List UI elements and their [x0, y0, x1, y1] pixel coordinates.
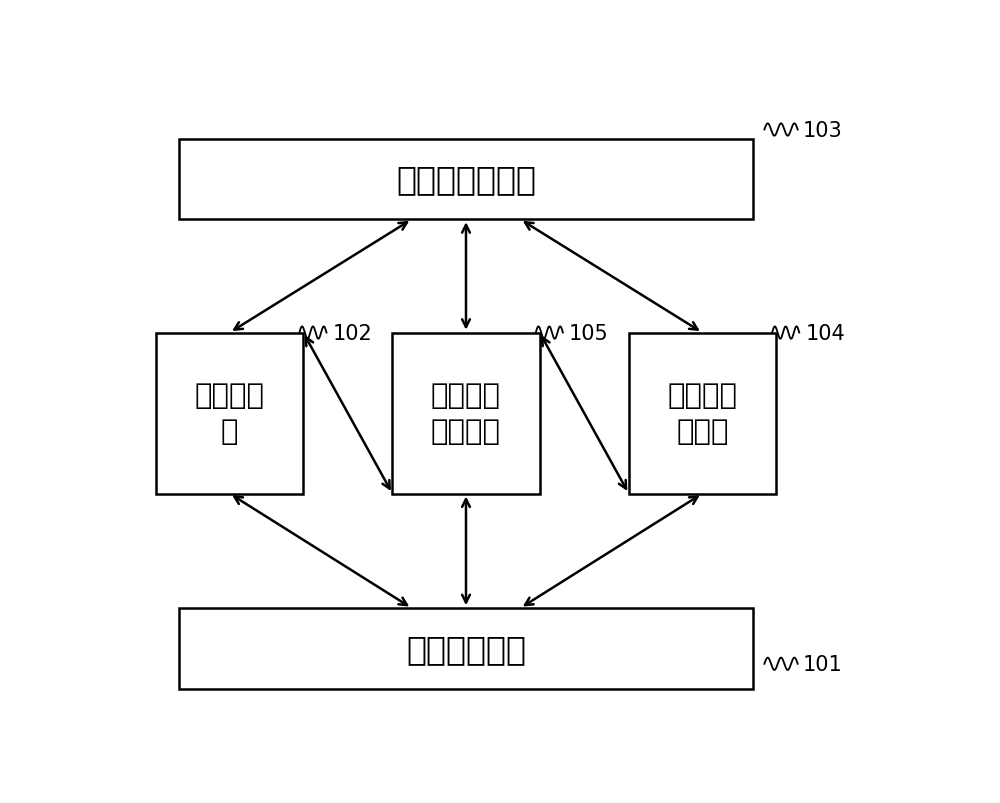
Text: 103: 103 — [803, 120, 843, 141]
Bar — [629, 333, 776, 494]
Text: 无线定位基站: 无线定位基站 — [406, 632, 526, 665]
Bar — [156, 333, 303, 494]
Bar — [179, 609, 753, 689]
Bar — [179, 140, 753, 220]
Bar — [392, 333, 540, 494]
Text: 车牌识别
器: 车牌识别 器 — [195, 381, 265, 446]
Text: 驾驶员智
能终端: 驾驶员智 能终端 — [667, 381, 737, 446]
Text: 102: 102 — [333, 323, 372, 343]
Text: 登记收费云平台: 登记收费云平台 — [396, 163, 536, 196]
Text: 现场管理
智能终端: 现场管理 智能终端 — [431, 381, 501, 446]
Text: 104: 104 — [805, 323, 845, 343]
Text: 105: 105 — [569, 323, 609, 343]
Text: 101: 101 — [803, 654, 843, 674]
